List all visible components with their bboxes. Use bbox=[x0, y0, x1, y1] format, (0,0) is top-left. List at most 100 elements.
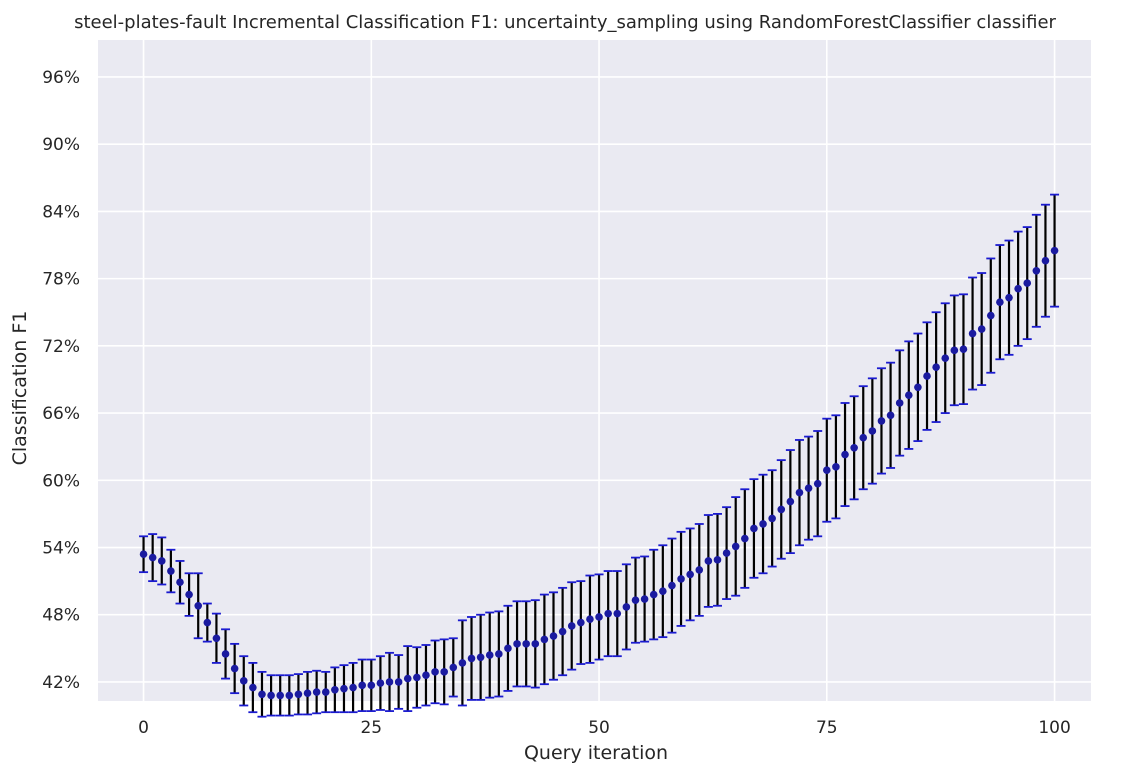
data-point bbox=[276, 691, 285, 700]
data-point bbox=[841, 450, 849, 459]
data-point bbox=[403, 674, 412, 683]
data-point bbox=[349, 683, 357, 692]
data-point bbox=[422, 671, 430, 680]
data-point bbox=[239, 677, 248, 685]
data-point bbox=[358, 681, 366, 690]
data-point bbox=[549, 632, 558, 640]
x-tick-label: 25 bbox=[360, 718, 382, 738]
data-point bbox=[167, 567, 175, 575]
chart-title: steel-plates-fault Incremental Classific… bbox=[74, 12, 1056, 33]
data-point bbox=[376, 679, 385, 687]
data-point bbox=[212, 634, 221, 643]
data-point bbox=[813, 479, 822, 488]
data-point bbox=[904, 391, 913, 399]
data-point bbox=[959, 345, 968, 354]
data-point bbox=[413, 673, 421, 682]
data-point bbox=[823, 466, 831, 475]
data-point bbox=[850, 444, 858, 452]
data-point bbox=[1023, 279, 1032, 287]
y-tick-label: 72% bbox=[42, 337, 80, 357]
data-point bbox=[567, 622, 576, 630]
data-point bbox=[923, 372, 931, 380]
data-point bbox=[695, 566, 704, 574]
y-tick-label: 78% bbox=[42, 270, 80, 290]
data-point bbox=[1005, 293, 1013, 302]
data-point bbox=[385, 678, 394, 686]
data-point bbox=[950, 346, 959, 355]
data-point bbox=[540, 635, 549, 644]
x-tick-label: 50 bbox=[588, 718, 610, 738]
data-point bbox=[1041, 256, 1050, 265]
data-point bbox=[139, 550, 148, 559]
data-point bbox=[859, 433, 868, 442]
y-tick-label: 60% bbox=[42, 471, 80, 491]
data-point bbox=[686, 570, 694, 579]
data-point bbox=[522, 640, 530, 648]
data-point bbox=[176, 578, 184, 587]
data-point bbox=[613, 609, 622, 618]
data-point bbox=[1050, 246, 1059, 255]
y-tick-label: 96% bbox=[42, 68, 80, 88]
data-point bbox=[731, 542, 740, 551]
data-point bbox=[649, 590, 658, 599]
data-point bbox=[467, 654, 476, 663]
data-point bbox=[531, 640, 540, 648]
data-point bbox=[704, 557, 713, 565]
plot-background bbox=[98, 40, 1091, 701]
data-point bbox=[249, 683, 257, 692]
data-point bbox=[203, 618, 212, 627]
data-point bbox=[449, 663, 458, 672]
data-point bbox=[230, 664, 239, 673]
data-point bbox=[741, 534, 749, 543]
data-point bbox=[148, 553, 157, 562]
data-point bbox=[394, 678, 403, 686]
data-point bbox=[895, 399, 904, 407]
data-point bbox=[294, 690, 303, 699]
y-tick-label: 66% bbox=[42, 404, 80, 424]
data-point bbox=[312, 688, 321, 696]
y-tick-label: 42% bbox=[42, 673, 80, 693]
data-points bbox=[139, 246, 1059, 700]
x-tick-label: 100 bbox=[1038, 718, 1070, 738]
data-point bbox=[577, 618, 585, 627]
y-tick-label: 90% bbox=[42, 135, 80, 155]
data-point bbox=[458, 659, 467, 667]
data-point bbox=[504, 644, 512, 653]
y-tick-label: 84% bbox=[42, 202, 80, 222]
data-point bbox=[713, 556, 722, 564]
data-point bbox=[759, 520, 767, 528]
data-point bbox=[340, 684, 348, 693]
data-point bbox=[659, 587, 667, 596]
y-tick-label: 48% bbox=[42, 606, 80, 626]
data-point bbox=[558, 627, 567, 636]
data-point bbox=[877, 417, 886, 425]
data-point bbox=[668, 581, 676, 590]
x-tick-label: 75 bbox=[816, 718, 838, 738]
data-point bbox=[795, 488, 804, 497]
data-point bbox=[485, 651, 494, 659]
x-tick-label: 0 bbox=[138, 718, 149, 738]
data-point bbox=[185, 590, 193, 599]
data-point bbox=[996, 298, 1004, 306]
data-point bbox=[968, 329, 977, 338]
data-point bbox=[604, 609, 612, 618]
data-point bbox=[221, 650, 230, 658]
data-point bbox=[750, 524, 758, 533]
data-point bbox=[804, 484, 813, 492]
data-point bbox=[677, 575, 685, 583]
data-point bbox=[1032, 266, 1041, 275]
data-point bbox=[868, 427, 877, 435]
data-point bbox=[631, 596, 640, 604]
data-point bbox=[440, 668, 448, 676]
data-point bbox=[640, 595, 649, 603]
data-point bbox=[586, 615, 594, 624]
tick-labels: 42% 48% 54% 60% 66% 72% 78% 84% 90% 96% 0 25 50 75 100 bbox=[42, 68, 1071, 738]
y-axis-label: Classification F1 bbox=[9, 310, 31, 466]
data-point bbox=[285, 691, 294, 700]
data-point bbox=[977, 325, 986, 333]
data-point bbox=[267, 691, 275, 700]
data-point bbox=[914, 383, 922, 392]
x-axis-label: Query iteration bbox=[523, 742, 669, 764]
data-point bbox=[786, 497, 795, 506]
data-point bbox=[194, 601, 203, 610]
